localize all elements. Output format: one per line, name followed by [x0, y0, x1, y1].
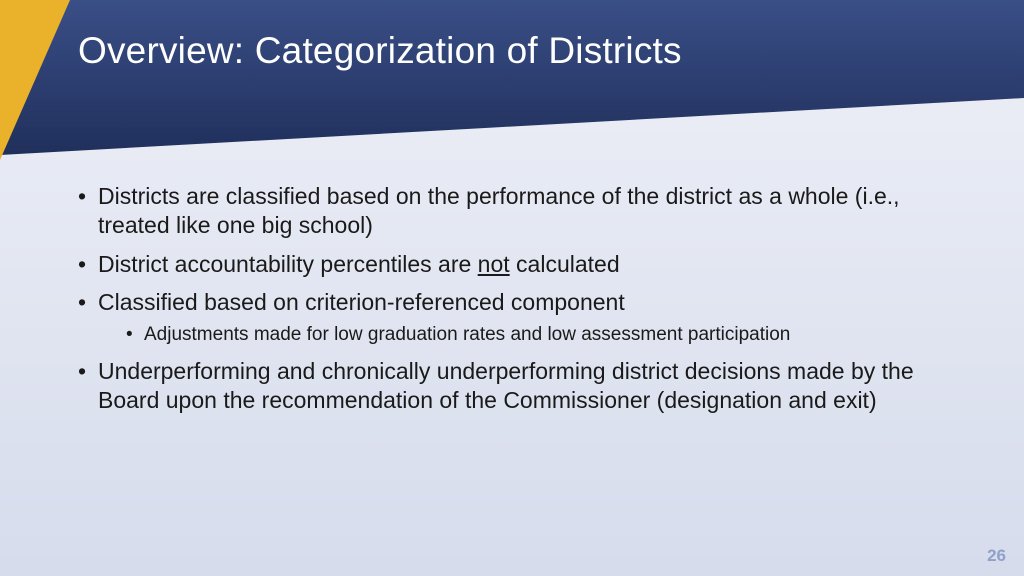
sub-bullet-list: Adjustments made for low graduation rate… — [98, 323, 964, 347]
sub-bullet-text: Adjustments made for low graduation rate… — [144, 324, 790, 345]
page-number: 26 — [987, 546, 1006, 566]
bullet-text: Underperforming and chronically underper… — [98, 358, 914, 413]
sub-bullet-item: Adjustments made for low graduation rate… — [98, 323, 964, 347]
bullet-text: Districts are classified based on the pe… — [98, 183, 900, 238]
bullet-item: District accountability percentiles are … — [78, 250, 964, 279]
slide: Overview: Categorization of Districts Di… — [0, 0, 1024, 576]
slide-content: Districts are classified based on the pe… — [78, 182, 964, 424]
bullet-text: Classified based on criterion-referenced… — [98, 289, 625, 315]
bullet-list: Districts are classified based on the pe… — [78, 182, 964, 414]
bullet-item: Districts are classified based on the pe… — [78, 182, 964, 240]
slide-title: Overview: Categorization of Districts — [78, 30, 682, 72]
header-background — [0, 0, 1024, 160]
header-band: Overview: Categorization of Districts — [0, 0, 1024, 160]
bullet-item: Classified based on criterion-referenced… — [78, 288, 964, 347]
bullet-text-underlined: not — [478, 251, 510, 277]
bullet-text-post: calculated — [510, 251, 620, 277]
bullet-item: Underperforming and chronically underper… — [78, 357, 964, 415]
bullet-text-pre: District accountability percentiles are — [98, 251, 478, 277]
